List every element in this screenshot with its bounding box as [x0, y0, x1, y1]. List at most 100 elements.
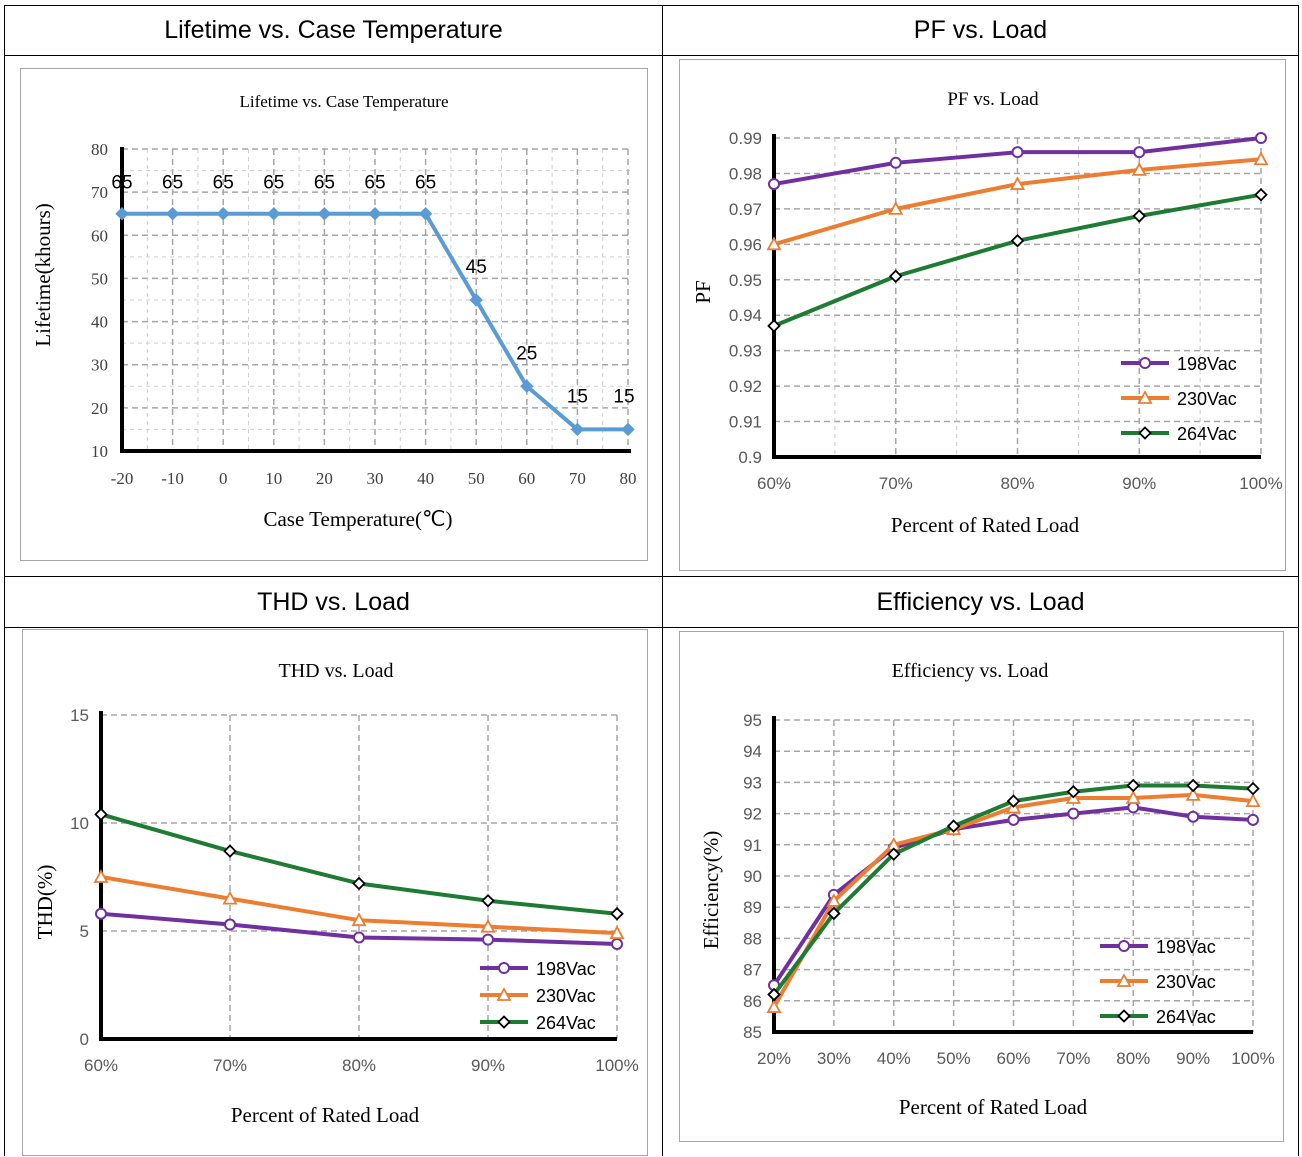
chart-title: THD vs. Load: [279, 660, 394, 682]
data-point: [520, 379, 534, 393]
data-point: [1187, 810, 1200, 823]
data-point: [1066, 784, 1081, 799]
table-rule: [4, 627, 1298, 628]
data-point: [1185, 787, 1201, 801]
series-198Vac: [768, 132, 1267, 191]
table-border-left: [4, 5, 5, 1156]
data-point: [317, 207, 332, 221]
x-tick-label: 90%: [1122, 474, 1156, 493]
data-point: [621, 422, 635, 437]
legend-marker: [496, 987, 512, 1001]
series-230Vac: [93, 869, 625, 940]
legend-label: 230Vac: [1156, 972, 1216, 992]
x-axis-title: Percent of Rated Load: [899, 1095, 1088, 1119]
y-tick-label: 90: [743, 867, 762, 886]
table-divider: [662, 5, 663, 1156]
header-lifetime: Lifetime vs. Case Temperature: [164, 16, 503, 44]
y-tick-label: 30: [91, 356, 108, 375]
data-point: [1255, 132, 1267, 144]
data-point: [1246, 781, 1260, 796]
data-point: [1131, 162, 1147, 176]
legend-marker: [1116, 973, 1132, 987]
x-tick-label: 70%: [1056, 1049, 1090, 1068]
x-tick-label: 30%: [817, 1049, 851, 1068]
data-point: [216, 207, 230, 221]
header-thd: THD vs. Load: [257, 587, 410, 616]
data-point: [888, 201, 904, 215]
y-tick-label: 91: [743, 836, 762, 855]
data-label: 65: [111, 173, 132, 194]
x-tick-label: 60%: [996, 1049, 1030, 1068]
y-tick-label: 10: [70, 814, 89, 833]
series-264Vac: [767, 187, 1268, 333]
legend-marker: [1137, 390, 1153, 404]
data-point: [1125, 790, 1141, 804]
y-tick-label: 0.94: [729, 306, 762, 325]
y-tick-label: 92: [743, 805, 762, 824]
pf-chart: PF vs. Load 0.9 0.91 0.92 0.93 0.94 0.95 0.96 0.…: [691, 89, 1283, 537]
y-tick-label: 0.9: [738, 448, 762, 467]
x-tick-label: 80%: [1116, 1049, 1150, 1068]
x-tick-label: 80%: [1000, 474, 1034, 493]
legend-item: 264Vac: [480, 1013, 596, 1033]
data-point: [1007, 813, 1020, 826]
legend-label: 198Vac: [536, 959, 596, 979]
data-point: [224, 918, 236, 931]
legend-label: 230Vac: [536, 986, 596, 1006]
x-tick-label: 60%: [757, 474, 791, 493]
y-tick-label: 0.92: [729, 377, 762, 396]
x-tick-label: 90%: [1176, 1049, 1210, 1068]
data-point: [826, 893, 842, 907]
data-point: [1133, 146, 1146, 159]
pf-chart-panel: PF vs. Load 0.9 0.91 0.92 0.93 0.94 0.95 0.96 0.…: [679, 59, 1286, 571]
y-tick-label: 0: [80, 1030, 89, 1049]
data-label: 15: [613, 386, 634, 407]
x-tick-label: 90%: [471, 1056, 505, 1075]
thd-chart: THD vs. Load 0 5 10 15 60% 70% 80% 90% 100% 198Vac…: [33, 660, 639, 1127]
y-tick-label: 89: [743, 898, 762, 917]
data-point: [570, 422, 585, 437]
legend-item: 230Vac: [1100, 972, 1216, 992]
x-tick-label: 80: [620, 469, 637, 488]
y-tick-label: 15: [70, 706, 89, 725]
lifetime-chart-panel: Lifetime vs. Case Temperature 10 20 30 40 50 6…: [20, 68, 648, 561]
data-point: [481, 893, 495, 908]
data-point: [222, 890, 238, 905]
series-264Vac: [94, 807, 624, 921]
data-label: 65: [415, 173, 436, 194]
x-axis-title: Case Temperature(℃): [263, 507, 452, 531]
table-border-right: [1298, 5, 1299, 1156]
table-rule: [4, 576, 1298, 577]
data-point: [267, 207, 281, 221]
x-tick-label: 70%: [879, 474, 913, 493]
x-tick-label: 40: [417, 469, 434, 488]
x-tick-label: -10: [161, 469, 184, 488]
thd-chart-panel: THD vs. Load 0 5 10 15 60% 70% 80% 90% 100% 198Vac…: [22, 629, 648, 1156]
y-tick-label: 20: [91, 399, 108, 418]
y-tick-label: 88: [743, 929, 762, 948]
data-label: 65: [364, 173, 385, 194]
series-lifetime: [115, 207, 635, 437]
x-tick-label: -20: [111, 469, 134, 488]
legend-marker: [1139, 357, 1151, 369]
y-tick-label: 95: [743, 711, 762, 730]
header-pf: PF vs. Load: [913, 16, 1048, 44]
data-label: 45: [466, 257, 487, 278]
table-border-top: [4, 5, 1298, 6]
y-tick-label: 40: [91, 313, 108, 332]
data-point: [94, 807, 108, 822]
eff-chart-panel: Efficiency vs. Load 85 86 87 88 89 90 91 92 93 94 9…: [679, 631, 1284, 1142]
table-rule: [4, 55, 1298, 56]
y-tick-label: 0.93: [729, 342, 762, 361]
data-point: [827, 906, 841, 921]
legend-item: 198Vac: [480, 959, 596, 979]
data-point: [1245, 793, 1261, 808]
data-point: [223, 844, 237, 858]
data-point: [611, 937, 623, 950]
x-axis-title: Percent of Rated Load: [891, 513, 1080, 537]
chart-title: Lifetime vs. Case Temperature: [239, 92, 448, 111]
y-tick-label: 60: [91, 226, 108, 245]
x-tick-label: 0: [219, 469, 228, 488]
lifetime-chart: Lifetime vs. Case Temperature 10 20 30 40 50 6…: [31, 92, 637, 531]
